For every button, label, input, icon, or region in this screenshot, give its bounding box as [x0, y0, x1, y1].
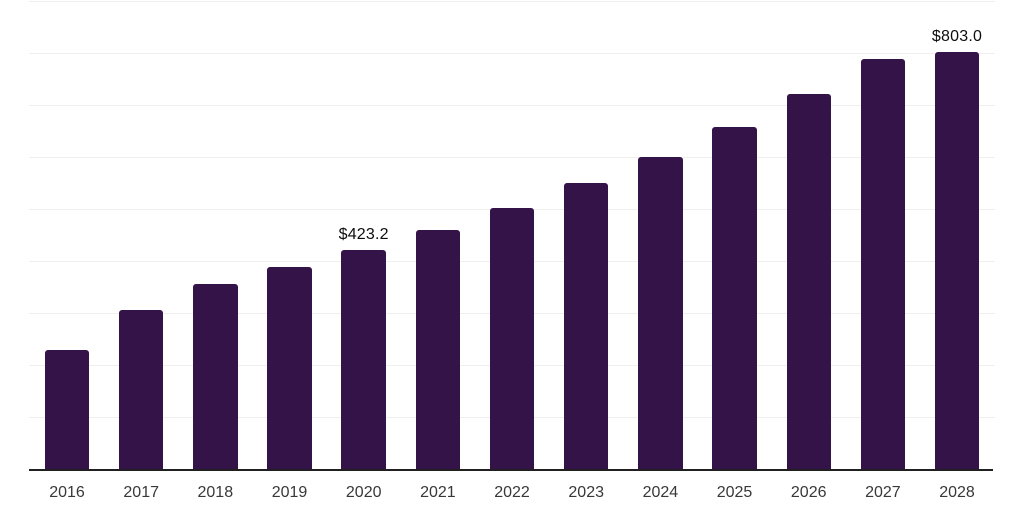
bar-2022 [489, 208, 535, 470]
x-tick-label-2016: 2016 [49, 484, 85, 501]
bar-2025 [712, 127, 757, 470]
x-tick-label-2021: 2021 [420, 484, 456, 501]
bar-2016 [44, 350, 90, 470]
x-tick-label-2028: 2028 [939, 484, 975, 501]
bar-2024 [638, 156, 683, 470]
x-tick-label-2024: 2024 [642, 484, 679, 501]
gridline-600 [29, 156, 995, 158]
data-label-2028: $803.0 [931, 28, 983, 45]
bar-2023 [563, 183, 609, 470]
x-tick-label-2019: 2019 [271, 484, 308, 501]
bar-2018 [193, 283, 238, 470]
x-axis-line [29, 469, 993, 471]
x-tick-label-2026: 2026 [790, 484, 827, 501]
data-label-2020: $423.2 [338, 225, 389, 243]
gridline-700 [29, 104, 995, 106]
bar-2021 [415, 230, 461, 470]
x-tick-label-2017: 2017 [123, 484, 159, 501]
x-tick-label-2020: 2020 [345, 484, 382, 501]
x-tick-label-2023: 2023 [568, 484, 604, 501]
gridline-900 [29, 0, 995, 2]
bar-2027 [860, 58, 906, 470]
bar-2019 [267, 267, 312, 470]
bar-2020 [341, 249, 386, 470]
plot-area: $423.2 $803.0 [29, 0, 995, 471]
x-tick-label-2018: 2018 [197, 484, 234, 501]
x-tick-label-2027: 2027 [865, 484, 901, 501]
x-tick-label-2022: 2022 [494, 484, 530, 501]
gridline-800 [29, 52, 995, 54]
bar-2028 [934, 52, 980, 470]
bar-2017 [118, 310, 164, 470]
x-tick-label-2025: 2025 [716, 484, 753, 501]
bar-2026 [786, 94, 831, 470]
